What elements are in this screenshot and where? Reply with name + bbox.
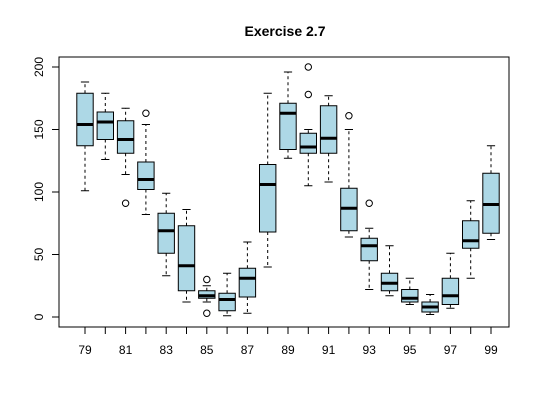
box-body — [462, 220, 480, 249]
box-98 — [462, 200, 480, 279]
box-body — [401, 289, 419, 303]
box-body — [157, 212, 175, 254]
box-80 — [96, 92, 114, 160]
box-90 — [299, 63, 318, 187]
box-91 — [319, 95, 338, 183]
y-tick-label: 0 — [32, 313, 46, 320]
box-body — [238, 267, 257, 298]
outlier-point — [304, 90, 312, 99]
x-tick-label: 85 — [200, 343, 214, 357]
x-tick-label: 95 — [403, 343, 417, 357]
box-body — [218, 292, 236, 312]
box-86 — [218, 272, 236, 317]
outlier-point — [304, 63, 312, 71]
plot-area — [76, 63, 500, 317]
outlier-point — [345, 112, 353, 120]
x-tick-label: 89 — [281, 343, 295, 357]
x-tick-label: 81 — [119, 343, 133, 357]
box-body — [76, 92, 94, 147]
outlier-point — [203, 309, 211, 317]
box-99 — [482, 145, 500, 240]
box-body — [96, 111, 114, 140]
box-body — [116, 120, 135, 154]
box-93 — [360, 199, 378, 290]
box-79 — [76, 81, 94, 192]
box-body — [319, 105, 338, 154]
box-body — [137, 161, 155, 190]
box-97 — [441, 252, 460, 309]
x-tick-label: 79 — [78, 343, 92, 357]
box-81 — [116, 107, 135, 207]
box-95 — [401, 277, 419, 305]
box-88 — [259, 92, 277, 268]
outlier-point — [142, 109, 150, 117]
box-85 — [198, 275, 216, 317]
box-body — [279, 102, 297, 150]
box-body — [177, 225, 196, 292]
chart-title: Exercise 2.7 — [245, 23, 326, 39]
axes: 0 50 100 150 200 79 81 83 85 87 89 91 93 95 97 99 — [32, 56, 510, 357]
box-92 — [340, 112, 358, 238]
box-89 — [279, 71, 297, 159]
box-84 — [177, 209, 196, 303]
y-tick-label: 100 — [32, 182, 46, 202]
box-96 — [421, 294, 439, 315]
x-tick-label: 99 — [484, 343, 498, 357]
y-tick-label: 50 — [32, 248, 46, 262]
box-body — [299, 132, 318, 154]
box-87 — [238, 241, 257, 314]
box-83 — [157, 192, 175, 277]
box-body — [259, 164, 277, 233]
x-tick-label: 87 — [241, 343, 255, 357]
y-tick-label: 200 — [32, 57, 46, 77]
x-tick-label: 83 — [160, 343, 174, 357]
x-tick-label: 93 — [363, 343, 377, 357]
box-94 — [380, 245, 399, 297]
outlier-point — [365, 199, 373, 207]
box-body — [360, 237, 378, 262]
outlier-point — [203, 275, 211, 284]
box-82 — [137, 109, 155, 215]
x-tick-label: 97 — [444, 343, 458, 357]
box-body — [441, 277, 460, 305]
y-tick-label: 150 — [32, 119, 46, 139]
x-tick-label: 91 — [322, 343, 336, 357]
outlier-point — [121, 199, 130, 207]
